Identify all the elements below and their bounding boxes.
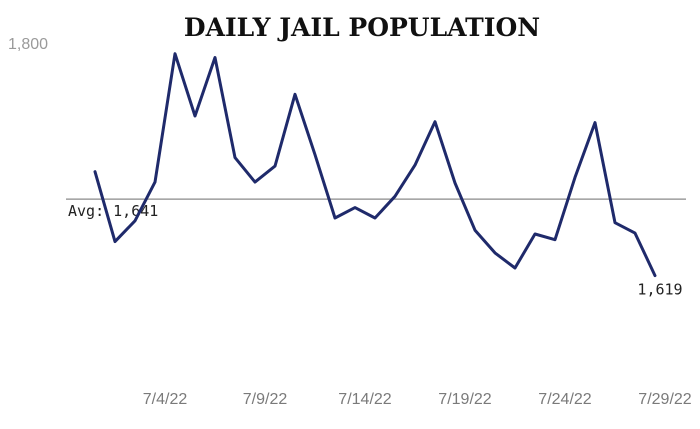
average-label: Avg: 1,641 [68, 202, 158, 220]
x-axis-tick-label: 7/14/22 [338, 391, 391, 408]
x-axis-tick-label: 7/19/22 [438, 391, 491, 408]
series-line [93, 52, 657, 278]
y-axis-tick-label: 1,800 [8, 36, 48, 53]
chart-title: DAILY JAIL POPULATION [184, 13, 540, 42]
x-axis-tick-labels: 7/4/22 7/9/22 7/14/22 7/19/22 7/24/22 7/29/22 [143, 391, 692, 408]
x-axis-tick-label: 7/24/22 [538, 391, 591, 408]
end-value-label: 1,619 [637, 281, 682, 299]
x-axis-tick-label: 7/4/22 [143, 391, 188, 408]
x-axis-tick-label: 7/29/22 [638, 391, 691, 408]
x-axis-tick-label: 7/9/22 [243, 391, 288, 408]
